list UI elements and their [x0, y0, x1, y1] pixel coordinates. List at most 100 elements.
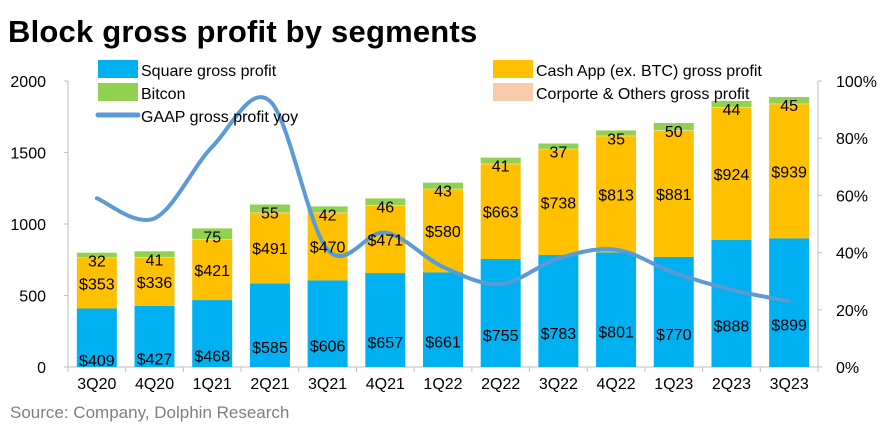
x-tick-label: 3Q23 — [770, 376, 809, 393]
x-tick-label: 2Q23 — [712, 376, 751, 393]
bar-cash — [192, 239, 233, 301]
bar-bitcon — [653, 123, 694, 131]
right-tick-label: 60% — [836, 188, 868, 205]
bar-bitcon — [307, 206, 348, 213]
right-tick-label: 100% — [836, 74, 877, 91]
bar-cash — [538, 149, 579, 256]
bar-bitcon — [134, 251, 175, 258]
bar-corporte — [134, 257, 175, 258]
bar-corporte — [192, 239, 233, 240]
x-tick-label: 4Q20 — [135, 376, 174, 393]
data-label-bitcoin: 44 — [723, 102, 741, 119]
data-label-bitcoin: 41 — [492, 159, 510, 176]
x-tick-label: 2Q22 — [481, 376, 520, 393]
bar-square — [307, 280, 348, 367]
legend-swatch — [493, 60, 533, 78]
bar-bitcon — [365, 198, 406, 205]
legend-label: Cash App (ex. BTC) gross profit — [536, 63, 762, 80]
legend-swatch — [493, 83, 533, 101]
data-label-cash-app: $881 — [656, 187, 692, 204]
bar-bitcon — [423, 182, 463, 189]
bar-cash — [76, 258, 117, 309]
x-tick-label: 4Q22 — [597, 376, 636, 393]
x-tick-label: 2Q21 — [250, 376, 289, 393]
bar-square — [192, 300, 233, 367]
bar-corporte — [596, 135, 637, 137]
bar-square — [249, 283, 290, 367]
x-tick-label: 3Q22 — [539, 376, 578, 393]
data-label-cash-app: $663 — [483, 205, 519, 222]
bar-cash — [134, 257, 175, 306]
data-label-bitcoin: 41 — [146, 252, 164, 269]
data-label-bitcoin: 50 — [665, 124, 683, 141]
x-tick-label: 1Q21 — [193, 376, 232, 393]
left-tick-label: 1000 — [10, 217, 46, 234]
data-label-square: $899 — [771, 318, 807, 335]
data-label-bitcoin: 43 — [434, 184, 452, 201]
bar-corporte — [365, 204, 406, 206]
legend-swatch — [98, 60, 138, 78]
bar-corporte — [249, 212, 290, 214]
data-label-square: $427 — [137, 351, 173, 368]
bar-bitcon — [538, 143, 579, 149]
bar-bitcon — [596, 130, 637, 136]
legend-label: Corporte & Others gross profit — [536, 86, 750, 103]
bar-square — [76, 308, 117, 367]
data-label-square: $801 — [598, 325, 634, 342]
data-label-square: $468 — [194, 349, 230, 366]
data-label-square: $657 — [368, 335, 404, 352]
bar-corporte — [423, 188, 463, 190]
data-label-square: $409 — [79, 353, 115, 370]
bar-bitcon — [711, 100, 752, 108]
data-label-square: $661 — [425, 335, 461, 352]
bar-corporte — [76, 257, 117, 259]
x-tick-label: 1Q23 — [654, 376, 693, 393]
data-label-bitcoin: 46 — [376, 199, 394, 216]
data-label-bitcoin: 37 — [549, 144, 567, 161]
bar-square — [134, 305, 175, 367]
data-label-cash-app: $491 — [252, 241, 288, 258]
bar-cash — [596, 136, 637, 253]
data-label-cash-app: $924 — [714, 167, 750, 184]
data-label-square: $783 — [541, 326, 577, 343]
bar-bitcon — [769, 97, 810, 104]
data-label-cash-app: $813 — [598, 187, 634, 204]
bar-corporte — [711, 107, 752, 108]
data-label-cash-app: $471 — [368, 232, 404, 249]
data-label-bitcoin: 42 — [319, 207, 337, 224]
bar-square — [423, 272, 463, 367]
bar-cash — [769, 104, 810, 239]
bar-corporte — [538, 148, 579, 150]
data-label-bitcoin: 35 — [607, 131, 625, 148]
bar-cash — [711, 107, 752, 241]
right-tick-label: 40% — [836, 246, 868, 263]
bar-cash — [653, 130, 694, 257]
legend-label: Square gross profit — [141, 63, 277, 80]
data-label-square: $606 — [310, 339, 346, 356]
bar-cash — [480, 164, 521, 260]
bar-corporte — [769, 103, 810, 105]
left-tick-label: 1500 — [10, 146, 46, 163]
bar-square — [538, 255, 579, 367]
bar-cash — [249, 213, 290, 284]
source-note: Source: Company, Dolphin Research — [10, 403, 290, 422]
bar-square — [365, 273, 406, 367]
data-label-cash-app: $470 — [310, 240, 346, 257]
bar-bitcon — [480, 157, 521, 164]
data-label-square: $888 — [714, 319, 750, 336]
data-label-cash-app: $353 — [79, 276, 115, 293]
x-tick-label: 3Q20 — [77, 376, 116, 393]
legend-label: GAAP gross profit yoy — [141, 109, 298, 126]
data-label-square: $755 — [483, 328, 519, 345]
bar-corporte — [480, 163, 521, 165]
right-tick-label: 0% — [836, 360, 859, 377]
x-tick-label: 3Q21 — [308, 376, 347, 393]
bar-bitcon — [76, 252, 117, 258]
line-gaap-gross-profit-yoy — [94, 95, 792, 304]
data-label-square: $585 — [252, 340, 288, 357]
legend-label: Bitcon — [141, 86, 185, 103]
data-label-cash-app: $421 — [194, 263, 230, 280]
data-label-cash-app: $336 — [137, 275, 173, 292]
bar-bitcon — [249, 204, 290, 213]
